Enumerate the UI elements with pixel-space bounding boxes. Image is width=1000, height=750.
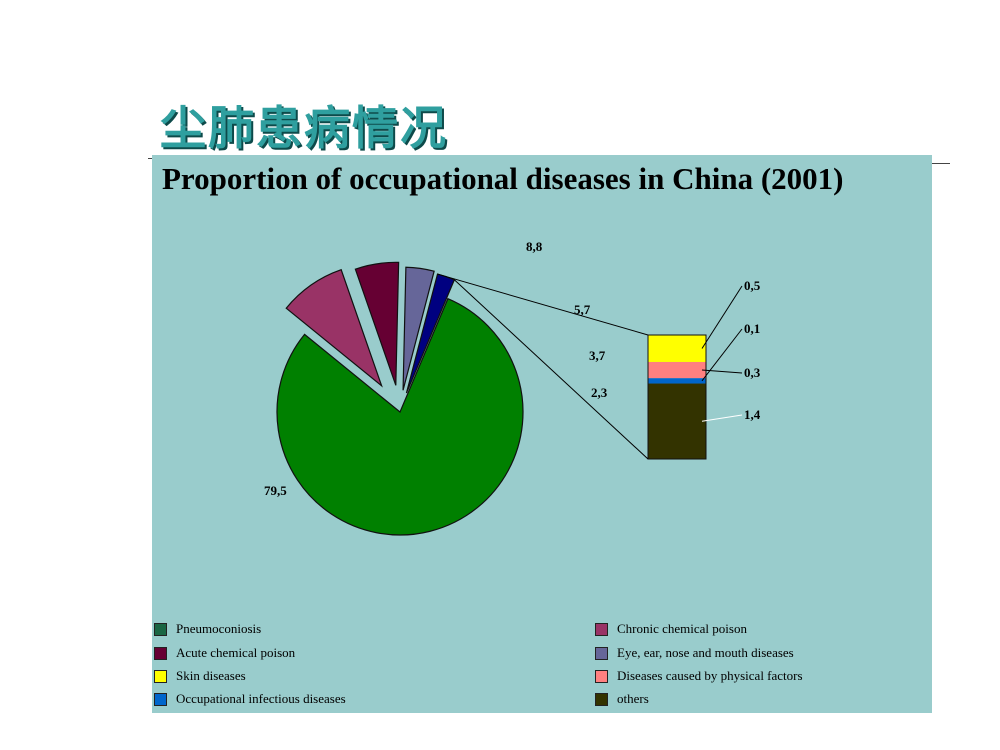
leader-line — [701, 328, 743, 382]
pie-slice-label: 8,8 — [526, 239, 543, 254]
title-rule-right — [932, 163, 950, 164]
connector-line — [453, 279, 649, 460]
bar-outline — [647, 334, 707, 460]
chart-panel: 79,5 8,8 5,7 3,7 2,3 1,4 0,1 0,3 0,5 Proportion … — [152, 155, 932, 713]
pie-slice-label: 3,7 — [589, 348, 606, 363]
legend-item-skin-diseases: Skin diseases — [154, 668, 246, 684]
legend-label: Occupational infectious diseases — [176, 691, 346, 706]
legend-label: Acute chemical poison — [176, 645, 296, 660]
chart-title: Proportion of occupational diseases in C… — [162, 161, 844, 196]
leader-line — [701, 414, 743, 422]
legend-item-occupational-infectious-diseases: Occupational infectious diseases — [154, 691, 346, 707]
legend-label: Pneumoconiosis — [176, 621, 262, 636]
legend-item-others: others — [595, 691, 649, 707]
bar-segment-others — [648, 383, 706, 459]
title-rule-left — [148, 158, 154, 159]
slide-title: 尘肺患病情况 — [160, 101, 448, 155]
legend-label: Eye, ear, nose and mouth diseases — [617, 645, 794, 660]
pie-slice-eye-ear-nose-and-mouth-diseases — [402, 266, 435, 391]
bar-segment-label: 1,4 — [744, 407, 761, 422]
bar-segment-occupational-infectious-diseases — [648, 378, 706, 384]
legend-swatch — [154, 646, 167, 660]
legend-item-eye-ear-nose-and-mouth-diseases: Eye, ear, nose and mouth diseases — [595, 645, 794, 661]
legend-item-chronic-chemical-poison: Chronic chemical poison — [595, 621, 747, 637]
bar-segment-label: 0,5 — [744, 278, 761, 293]
pie-slice-pneumoconiosis — [276, 297, 524, 536]
pie-slice-label: 2,3 — [591, 385, 608, 400]
legend-label: others — [617, 691, 649, 706]
legend-item-pneumoconiosis: Pneumoconiosis — [154, 621, 261, 637]
pie-slice-label: 79,5 — [264, 483, 287, 498]
legend-swatch — [595, 622, 608, 636]
leader-line — [701, 285, 743, 349]
pie-of-bar-chart: 79,5 8,8 5,7 3,7 2,3 1,4 0,1 0,3 0,5 — [264, 239, 761, 536]
leader-line — [701, 369, 743, 374]
bar-segment-skin-diseases — [648, 335, 706, 362]
pie-slice-label: 5,7 — [574, 302, 591, 317]
legend-swatch — [154, 692, 167, 706]
legend-item-acute-chemical-poison: Acute chemical poison — [154, 645, 295, 661]
pie-slice-chronic-chemical-poison — [285, 268, 383, 388]
bar-segment-label: 0,1 — [744, 321, 760, 336]
legend-label: Skin diseases — [176, 668, 246, 683]
legend-item-diseases-caused-by-physical-factors: Diseases caused by physical factors — [595, 668, 803, 684]
legend-swatch — [154, 669, 167, 683]
pie-slice-acute-chemical-poison — [354, 261, 400, 386]
connector-line — [437, 273, 649, 336]
legend-swatch — [595, 692, 608, 706]
bar-segment-label: 0,3 — [744, 365, 761, 380]
legend-swatch — [595, 646, 608, 660]
bar-segment-diseases-caused-by-physical-factors — [648, 361, 706, 379]
legend-swatch — [595, 669, 608, 683]
legend-label: Diseases caused by physical factors — [617, 668, 803, 683]
legend-swatch — [154, 622, 167, 636]
legend-label: Chronic chemical poison — [617, 621, 747, 636]
